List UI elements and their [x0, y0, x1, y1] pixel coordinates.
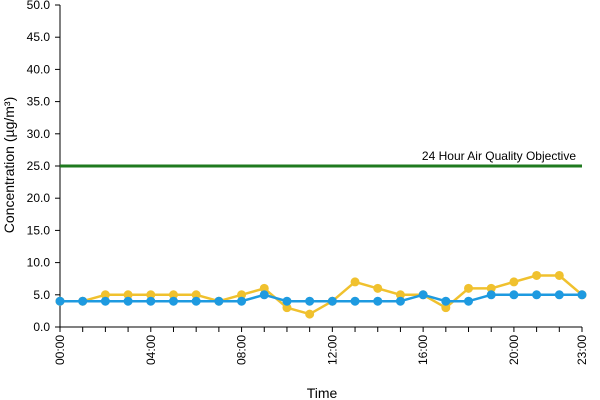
series-2-point	[168, 296, 178, 306]
series-1-point	[373, 283, 383, 293]
series-2-point	[305, 296, 315, 306]
series-2-point	[100, 296, 110, 306]
series-2-point	[55, 296, 65, 306]
series-2-point	[373, 296, 383, 306]
series-2-point	[418, 290, 428, 300]
plot-area: 0.0 5.0 10.0 15.0 20.0 25.0 30.0 35.0 40.0 45.0 50…	[27, 0, 589, 365]
y-axis-title: Concentration (µg/m³)	[1, 97, 17, 233]
series-2-point	[237, 296, 247, 306]
series-2-point	[78, 296, 88, 306]
series-2-point	[123, 296, 133, 306]
series-2-point	[532, 290, 542, 300]
y-tick-label: 20.0	[27, 191, 51, 205]
series-2-point	[554, 290, 564, 300]
series-1-point	[509, 277, 519, 287]
y-tick-label: 35.0	[27, 95, 51, 109]
y-tick-label: 25.0	[27, 159, 51, 173]
series-2-point	[259, 290, 269, 300]
x-tick-label: 23:00	[575, 335, 589, 365]
series-2-point	[327, 296, 337, 306]
y-tick-label: 0.0	[33, 320, 50, 334]
series-1-point	[350, 277, 360, 287]
y-tick-label: 10.0	[27, 256, 51, 270]
series-1-point	[305, 309, 315, 319]
series-2-point	[577, 290, 587, 300]
series-1-point	[532, 270, 542, 280]
y-tick-label: 45.0	[27, 30, 51, 44]
series-1-point	[554, 270, 564, 280]
series-2-point	[282, 296, 292, 306]
series-1-point	[464, 283, 474, 293]
series-2-point	[441, 296, 451, 306]
series-2-point	[350, 296, 360, 306]
y-tick-label: 5.0	[33, 288, 50, 302]
x-tick-label: 16:00	[416, 335, 430, 365]
x-tick-label: 08:00	[235, 335, 249, 365]
y-tick-label: 30.0	[27, 127, 51, 141]
x-tick-label: 04:00	[144, 335, 158, 365]
series-2-point	[214, 296, 224, 306]
x-tick-label: 20:00	[507, 335, 521, 365]
x-tick-label: 00:00	[53, 335, 67, 365]
y-tick-label: 40.0	[27, 62, 51, 76]
x-axis-title: Time	[307, 385, 338, 400]
y-tick-label: 15.0	[27, 223, 51, 237]
series-2-point	[191, 296, 201, 306]
series-2-point	[464, 296, 474, 306]
x-tick-label: 12:00	[325, 335, 339, 365]
series-2-point	[395, 296, 405, 306]
series-2-point	[146, 296, 156, 306]
series-2-point	[509, 290, 519, 300]
y-tick-label: 50.0	[27, 0, 51, 12]
series-2-point	[486, 290, 496, 300]
reference-line-label: 24 Hour Air Quality Objective	[422, 149, 576, 163]
